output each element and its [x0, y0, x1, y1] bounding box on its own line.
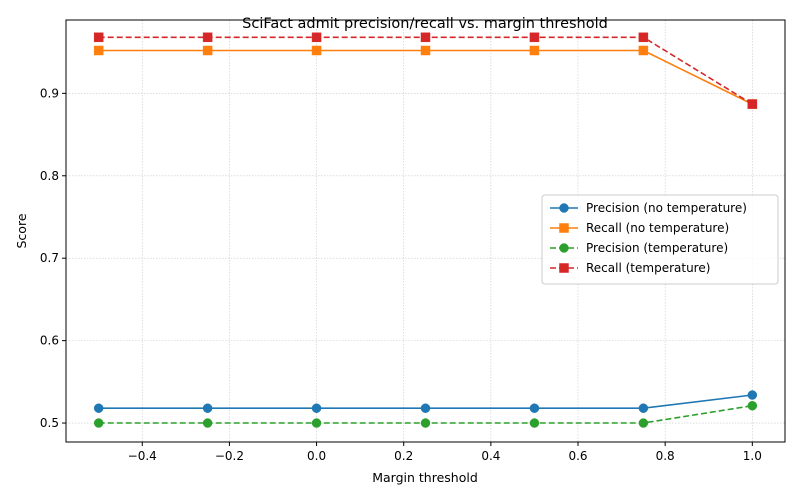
series-3: [93, 400, 758, 428]
legend-entry: Precision (no temperature): [550, 201, 747, 215]
data-point: [93, 32, 104, 43]
y-axis-title: Score: [14, 213, 29, 248]
y-tick-label: 0.7: [40, 251, 59, 265]
data-point: [529, 45, 540, 56]
data-point: [638, 32, 649, 43]
data-point: [202, 403, 213, 413]
data-point: [638, 418, 649, 428]
data-point: [93, 45, 104, 56]
y-tick-label: 0.9: [40, 86, 59, 100]
x-tick-label: 0.4: [481, 449, 500, 463]
series-2: [93, 45, 758, 109]
data-point: [420, 45, 431, 56]
legend-marker: [559, 203, 569, 213]
x-axis-title: Margin threshold: [372, 470, 478, 485]
data-point: [202, 418, 213, 428]
series-group: [93, 32, 758, 428]
y-tick-label: 0.8: [40, 169, 59, 183]
x-tick-label: 0.0: [307, 449, 326, 463]
x-tick-label: 1.0: [743, 449, 762, 463]
x-tick-label: −0.4: [128, 449, 157, 463]
legend-box: [541, 194, 779, 285]
data-point: [638, 403, 649, 413]
legend-marker: [559, 223, 569, 233]
data-point: [202, 45, 213, 56]
legend-marker: [559, 243, 569, 253]
series-1: [93, 390, 758, 413]
legend-label: Precision (temperature): [586, 241, 728, 255]
data-point: [202, 32, 213, 43]
data-point: [93, 418, 104, 428]
data-point: [311, 45, 322, 56]
axis-ticks: −0.4 −0.2 0.0 0.2 0.4 0.6 0.8 1.0 0.5 0.6 0.7 0.8 0.…: [40, 86, 762, 463]
legend-entry: Precision (temperature): [550, 241, 728, 255]
series-4: [93, 32, 758, 109]
data-point: [311, 32, 322, 43]
legend-marker: [559, 263, 569, 273]
legend: Precision (no temperature) Recall (no tem…: [541, 194, 779, 285]
legend-entry: Recall (no temperature): [550, 221, 729, 235]
data-point: [529, 418, 540, 428]
data-point: [747, 99, 758, 109]
legend-label: Recall (no temperature): [586, 221, 729, 235]
data-point: [420, 32, 431, 43]
data-point: [529, 32, 540, 43]
data-point: [529, 403, 540, 413]
plot-frame: [65, 19, 786, 443]
y-tick-label: 0.6: [40, 334, 59, 348]
legend-label: Precision (no temperature): [586, 201, 747, 215]
x-tick-label: 0.2: [394, 449, 413, 463]
data-point: [420, 403, 431, 413]
legend-label: Recall (temperature): [586, 261, 710, 275]
chart-title: SciFact admit precision/recall vs. margi…: [242, 16, 608, 32]
y-tick-label: 0.5: [40, 416, 59, 430]
data-point: [420, 418, 431, 428]
x-tick-label: 0.6: [568, 449, 587, 463]
x-tick-label: −0.2: [215, 449, 244, 463]
legend-entry: Recall (temperature): [550, 261, 710, 275]
data-point: [747, 390, 758, 400]
data-point: [311, 403, 322, 413]
x-tick-label: 0.8: [656, 449, 675, 463]
data-point: [638, 45, 649, 56]
data-point: [311, 418, 322, 428]
data-point: [93, 403, 104, 413]
data-point: [747, 400, 758, 411]
